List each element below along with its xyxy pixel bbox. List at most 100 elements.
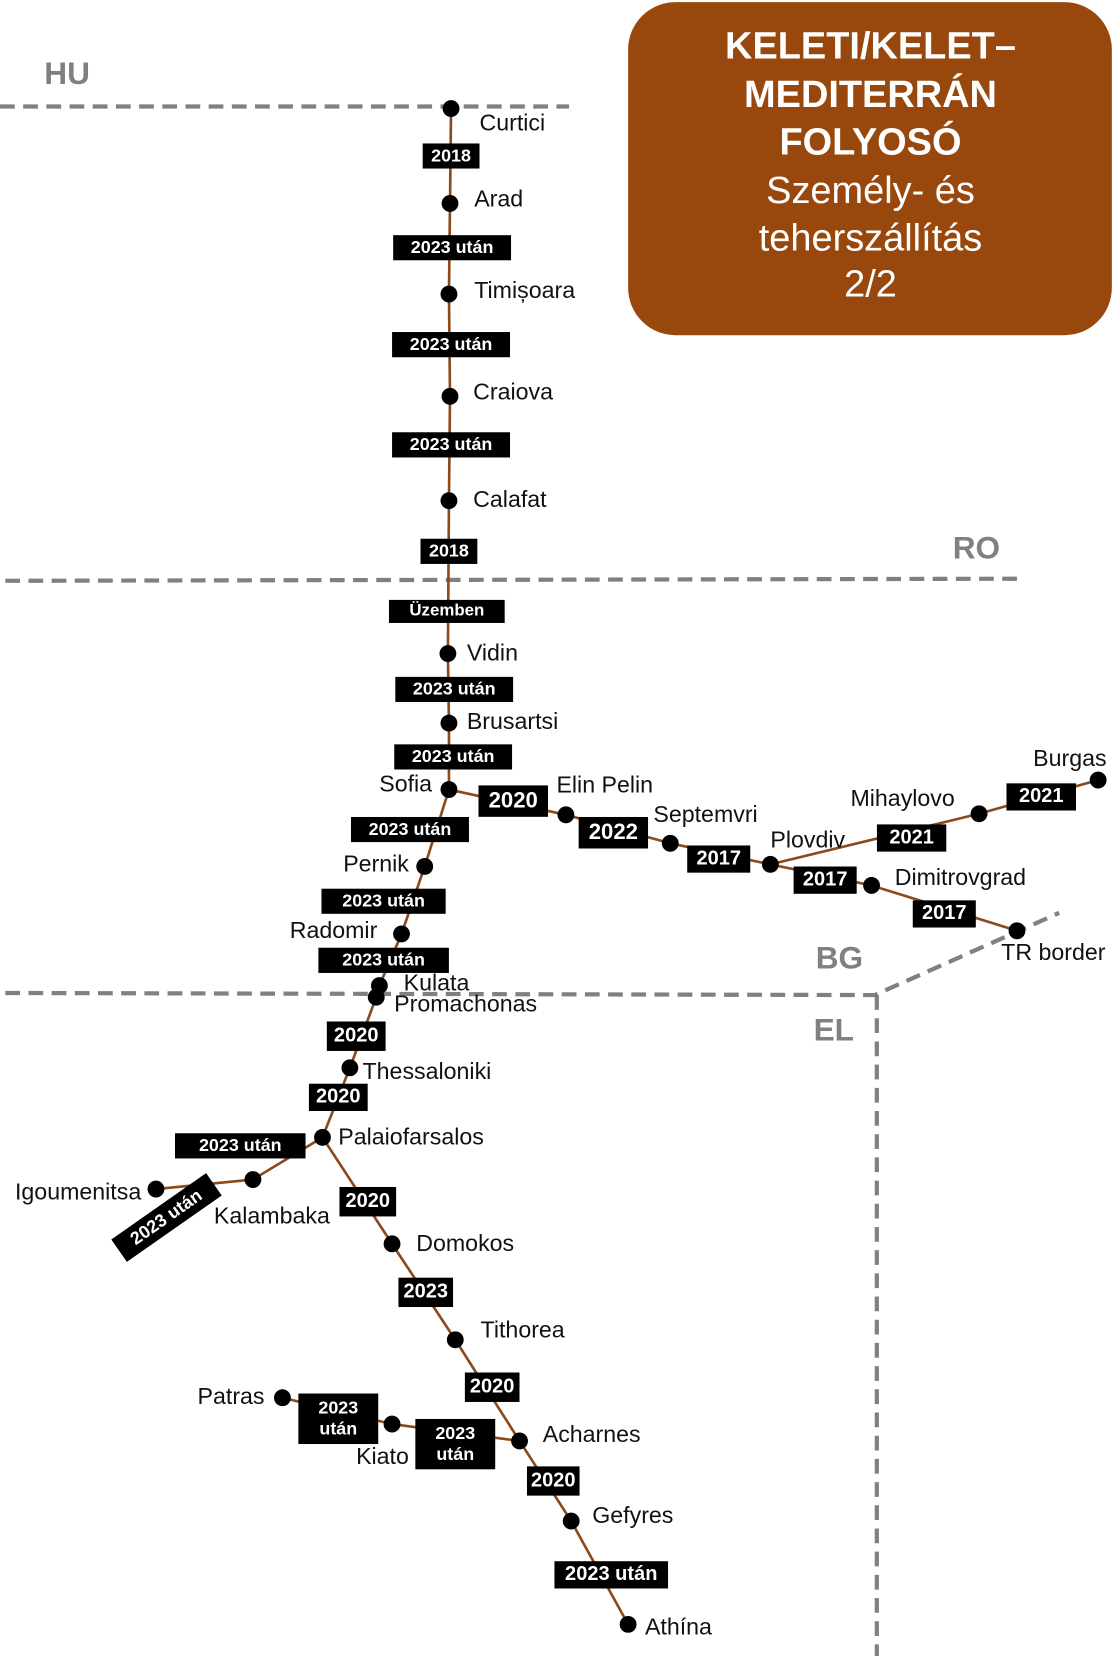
station-dot: [416, 858, 434, 875]
title-box: [628, 2, 1112, 336]
station-dot: [383, 1415, 401, 1433]
section-label: 2018: [420, 538, 478, 564]
section-label: 2020: [326, 1021, 386, 1051]
title-line: teherszállítás: [759, 217, 982, 259]
station-label: Brusartsi: [467, 708, 558, 734]
title-line: FOLYOSÓ: [780, 119, 962, 163]
station-dot: [274, 1389, 291, 1407]
rail-line: [770, 812, 980, 866]
station-dot: [761, 855, 779, 873]
station-label: Dimitrovgrad: [895, 864, 1026, 890]
section-label-box: 2023 után: [392, 432, 511, 458]
station-label: Mihaylovo: [850, 785, 954, 811]
station-dot: [440, 714, 458, 732]
station-label: Kulata: [404, 970, 470, 996]
section-label-box: 2023: [398, 1277, 454, 1308]
section-label-box: 2017: [687, 845, 751, 873]
station-dot: [439, 645, 457, 662]
station-dot: [441, 195, 459, 212]
station-dot: [1089, 771, 1107, 789]
section-label: 2017: [687, 845, 751, 873]
station-label: Athína: [645, 1614, 712, 1640]
section-label-box: 2023 után: [318, 947, 449, 973]
section-label-box: 2023 után: [298, 1393, 379, 1445]
station-dot: [557, 806, 575, 824]
country-label: EL: [814, 1011, 854, 1047]
station-label: Burgas: [1033, 745, 1106, 771]
station-dot: [619, 1615, 637, 1633]
section-label: 2020: [526, 1466, 580, 1496]
section-label: 2023 után: [298, 1393, 379, 1445]
section-label: 2020: [339, 1186, 397, 1217]
station-label: Craiova: [473, 378, 553, 404]
section-label-box: 2023 után: [394, 744, 513, 770]
station-dot: [393, 925, 410, 943]
section-label: 2023 után: [174, 1133, 306, 1159]
station-label: Sofia: [379, 770, 432, 796]
station-dot: [440, 285, 458, 303]
station-label: Arad: [474, 185, 523, 211]
section-label-box: 2020: [308, 1083, 368, 1112]
section-label-box: 2017: [912, 900, 976, 928]
border: [5, 910, 1061, 998]
section-label-box: 2023 után: [395, 676, 514, 703]
station-dot: [970, 805, 988, 823]
country-label: BG: [816, 940, 863, 976]
section-label: 2023 után: [318, 947, 449, 973]
section-label: 2017: [912, 900, 976, 928]
station-label: TR border: [1001, 939, 1106, 965]
station-label: Pernik: [343, 851, 409, 877]
section-label-box: 2023 után: [393, 235, 512, 261]
station-dot: [440, 781, 458, 798]
section-label: 2023 után: [392, 432, 511, 458]
section-label-box: 2018: [420, 538, 478, 564]
station-label: Septemvri: [653, 801, 757, 827]
section-label-box: 2021: [1006, 783, 1077, 811]
country-label: HU: [44, 55, 90, 91]
section-label-box: 2020: [464, 1372, 520, 1402]
section-label-box: 2023 után: [321, 888, 446, 914]
station-dot: [314, 1128, 331, 1146]
station-label: Plovdiv: [770, 826, 845, 852]
section-label-box: 2023 után: [392, 332, 511, 358]
country-label: RO: [953, 530, 1000, 566]
station-dot: [511, 1432, 528, 1450]
section-label: 2023 után: [415, 1418, 496, 1470]
section-label-box: Üzemben: [388, 599, 505, 623]
station-dot: [341, 1059, 359, 1077]
section-label-box: 2023 után: [554, 1561, 669, 1589]
section-label-box: 2021: [876, 824, 947, 852]
station-label: Calafat: [473, 486, 547, 512]
section-label: 2023 után: [321, 888, 446, 914]
section-label: 2022: [578, 816, 649, 849]
station-dot: [244, 1171, 262, 1188]
rail-line: [446, 500, 451, 654]
station-label: Domokos: [416, 1230, 514, 1256]
station-label: Timișoara: [474, 277, 575, 303]
section-label-box: 2017: [793, 866, 857, 894]
section-label: 2020: [464, 1372, 520, 1402]
station-dot: [562, 1512, 580, 1530]
station-label: Kalambaka: [214, 1203, 330, 1229]
station-label: Thessaloniki: [363, 1058, 492, 1084]
station-dot: [367, 988, 385, 1006]
section-label: 2023 után: [395, 676, 514, 703]
station-dot: [1008, 922, 1026, 940]
section-label-box: 2020: [478, 785, 549, 817]
station-label: Gefyres: [592, 1502, 673, 1528]
title-line: Személy- és: [766, 170, 975, 212]
section-label: 2020: [308, 1083, 368, 1112]
station-label: Kiato: [356, 1443, 409, 1469]
title-line: KELETI/KELET–: [725, 26, 1016, 68]
station-label: Curtici: [480, 110, 546, 136]
section-label-box: 2018: [422, 143, 480, 169]
section-label: 2021: [876, 824, 947, 852]
section-label-box: 2023 után: [350, 816, 469, 843]
station-dot: [383, 1235, 401, 1253]
station-label: Igoumenitsa: [15, 1178, 141, 1204]
station-label: Acharnes: [543, 1421, 641, 1447]
section-label-box: 2020: [526, 1466, 580, 1496]
station-dot: [442, 100, 460, 118]
